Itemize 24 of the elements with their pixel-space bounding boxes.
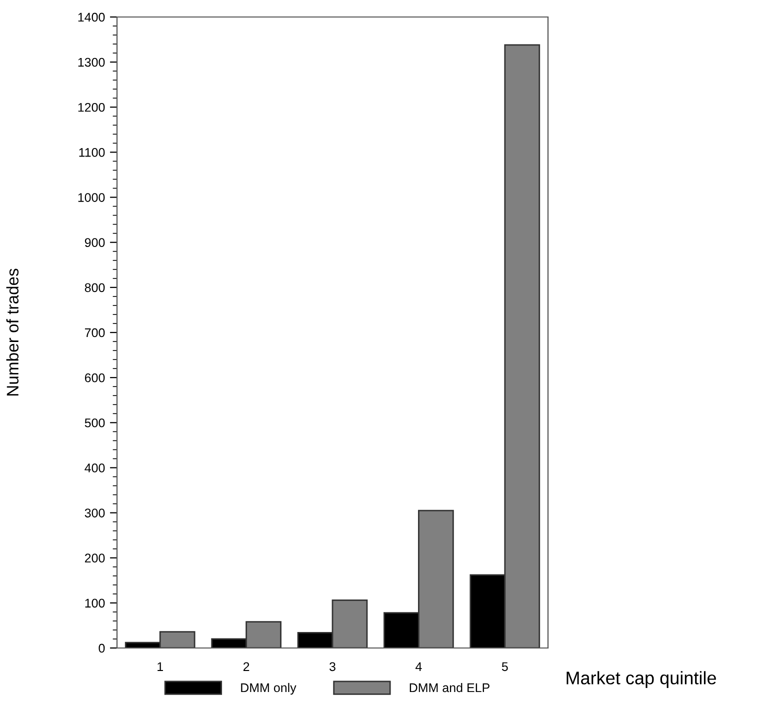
- x-tick-label: 1: [158, 662, 163, 671]
- y-tick-label: 100: [85, 598, 105, 608]
- y-tick-label: 300: [84, 508, 105, 518]
- y-tick-label: 1300: [78, 58, 105, 67]
- x-tick-label: 2: [243, 662, 250, 671]
- y-tick-label: 500: [84, 418, 105, 428]
- legend-label: DMM and ELP: [410, 682, 490, 692]
- y-tick-label: 700: [84, 328, 105, 338]
- y-tick-label: 1200: [78, 102, 105, 112]
- y-tick-label: 600: [84, 373, 105, 382]
- y-axis-title: Number of trades: [6, 268, 19, 396]
- x-axis-title: Market cap quintile: [566, 671, 716, 688]
- y-tick-label: 900: [84, 238, 105, 248]
- x-tick-label: 5: [502, 662, 508, 672]
- y-tick-label: 200: [84, 554, 105, 563]
- y-tick-label: 400: [84, 464, 105, 472]
- y-tick-label: 1400: [78, 12, 105, 22]
- y-tick-label: 1100: [79, 148, 105, 157]
- y-tick-label: 1000: [78, 193, 105, 202]
- y-tick-label: 0: [98, 644, 105, 653]
- y-tick-label: 800: [84, 283, 105, 292]
- legend-label: DMM only: [241, 682, 296, 695]
- x-tick-label: 3: [330, 662, 336, 672]
- x-tick-label: 4: [416, 662, 422, 671]
